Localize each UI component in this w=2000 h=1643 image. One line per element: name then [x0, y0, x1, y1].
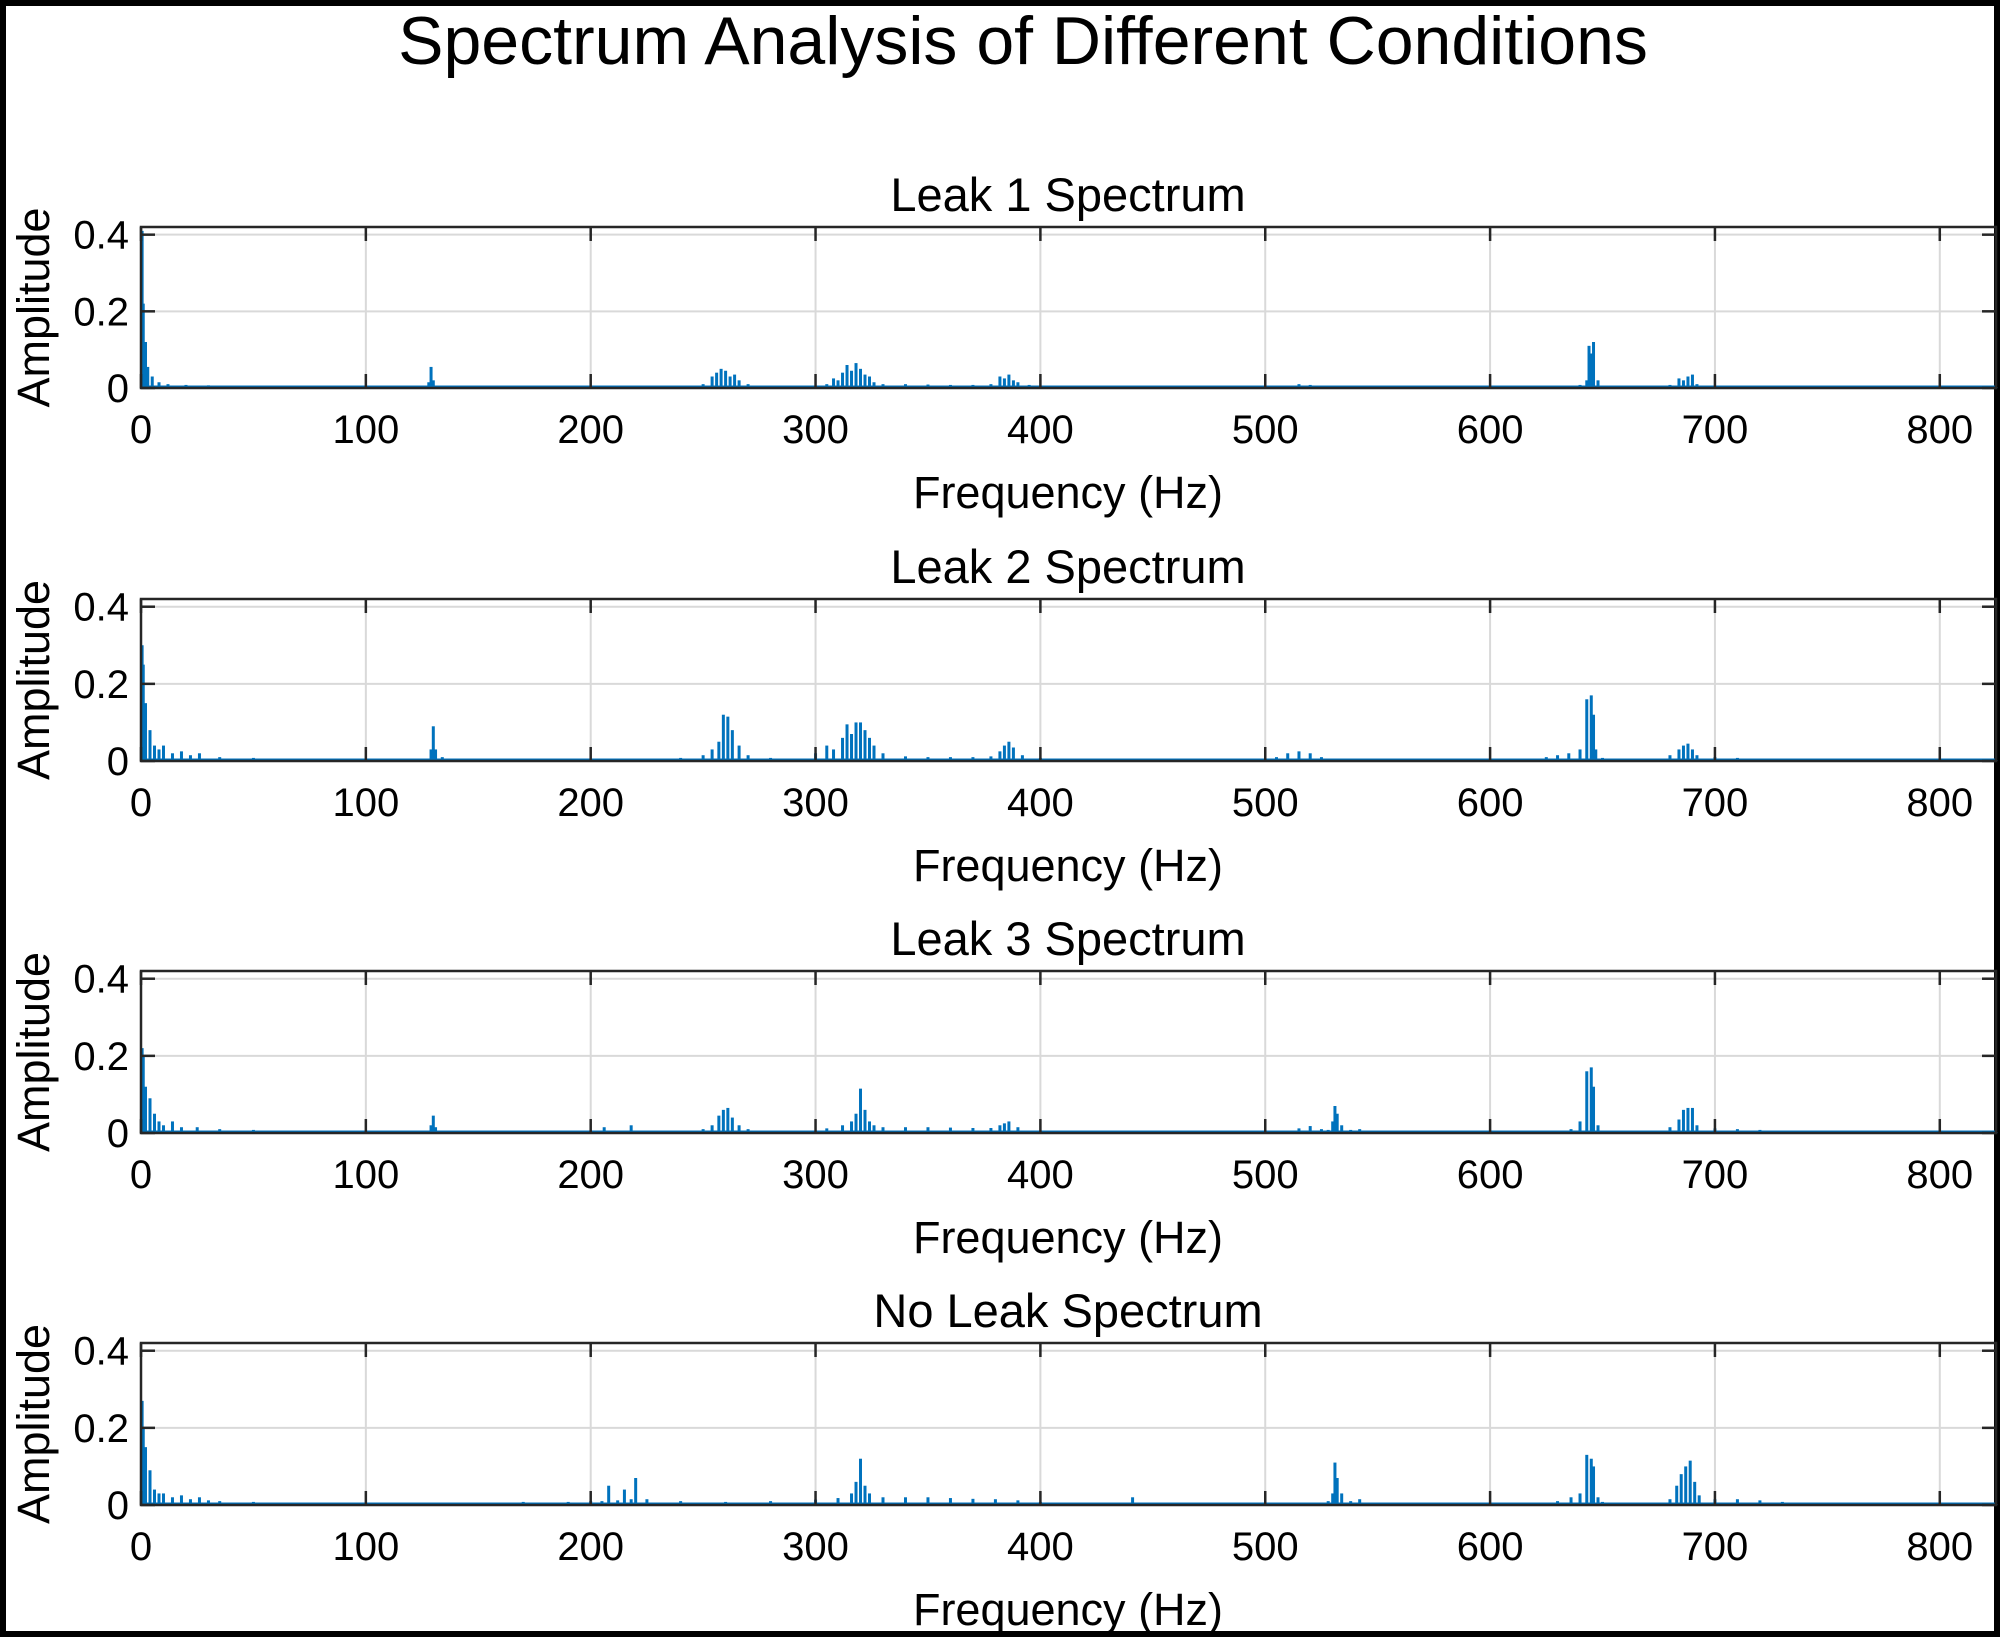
- subplot-2-xtick-label-8: 800: [1906, 781, 1973, 825]
- subplot-4-xtick-label-8: 800: [1906, 1525, 1973, 1569]
- subplot-3-xtick-label-2: 200: [557, 1153, 624, 1197]
- subplot-4-xtick-label-7: 700: [1682, 1525, 1749, 1569]
- subplot-2-ytick-label-1: 0.2: [73, 663, 129, 707]
- subplot-1-xtick-label-2: 200: [557, 408, 624, 452]
- subplot-1-xtick-label-5: 500: [1232, 408, 1299, 452]
- subplot-1-ylabel: Amplitude: [8, 207, 59, 407]
- subplot-2-xtick-label-6: 600: [1457, 781, 1524, 825]
- subplot-2-xlabel: Frequency (Hz): [913, 840, 1223, 891]
- subplot-1-title: Leak 1 Spectrum: [890, 168, 1245, 221]
- subplot-2-ylabel: Amplitude: [8, 580, 59, 780]
- subplot-3-xtick-label-7: 700: [1682, 1153, 1749, 1197]
- subplot-1-xtick-label-0: 0: [130, 408, 152, 452]
- subplot-3-xtick-label-8: 800: [1906, 1153, 1973, 1197]
- subplot-4-title: No Leak Spectrum: [873, 1284, 1262, 1337]
- figure-canvas: Spectrum Analysis of Different Condition…: [8, 6, 1998, 1635]
- subplot-1-ytick-label-2: 0.4: [73, 214, 129, 258]
- subplot-1-xtick-label-7: 700: [1682, 408, 1749, 452]
- subplot-4-xtick-label-6: 600: [1457, 1525, 1524, 1569]
- subplot-1-xtick-label-8: 800: [1906, 408, 1973, 452]
- subplot-2-xtick-label-7: 700: [1682, 781, 1749, 825]
- subplot-3-xtick-label-4: 400: [1007, 1153, 1074, 1197]
- subplot-2-axes: [139, 597, 1998, 763]
- subplot-3-ytick-label-2: 0.4: [73, 958, 129, 1002]
- subplot-3-ytick-label-0: 0: [107, 1112, 129, 1156]
- subplot-3-xtick-label-5: 500: [1232, 1153, 1299, 1197]
- subplot-3-xtick-label-1: 100: [332, 1153, 399, 1197]
- subplot-4-xlabel: Frequency (Hz): [913, 1584, 1223, 1635]
- subplot-4-xtick-label-4: 400: [1007, 1525, 1074, 1569]
- subplot-4-xtick-label-2: 200: [557, 1525, 624, 1569]
- subplot-2-title: Leak 2 Spectrum: [890, 540, 1245, 593]
- subplot-3-title: Leak 3 Spectrum: [890, 912, 1245, 965]
- subplot-4-ytick-label-0: 0: [107, 1484, 129, 1528]
- subplot-4-ytick-label-1: 0.2: [73, 1407, 129, 1451]
- subplot-2-xtick-label-0: 0: [130, 781, 152, 825]
- subplot-4-axes: [139, 1341, 1998, 1507]
- subplot-3-xlabel: Frequency (Hz): [913, 1212, 1223, 1263]
- subplot-1-axes: [139, 225, 1998, 390]
- subplot-1-ytick-label-1: 0.2: [73, 290, 129, 334]
- subplot-1: 0 100 200 300 400 500 600 700 800 0 0.2 0.4 Leak 1 S…: [8, 168, 1998, 518]
- subplot-3-xtick-label-3: 300: [782, 1153, 849, 1197]
- subplot-3-ylabel: Amplitude: [8, 952, 59, 1152]
- subplot-1-xtick-label-1: 100: [332, 408, 399, 452]
- subplot-1-xtick-label-6: 600: [1457, 408, 1524, 452]
- subplot-4-xtick-label-5: 500: [1232, 1525, 1299, 1569]
- subplot-1-xtick-label-3: 300: [782, 408, 849, 452]
- subplot-2-ytick-label-2: 0.4: [73, 586, 129, 630]
- subplot-4-ylabel: Amplitude: [8, 1324, 59, 1524]
- figure-title: Spectrum Analysis of Different Condition…: [398, 6, 1648, 79]
- subplot-1-xtick-label-4: 400: [1007, 408, 1074, 452]
- subplot-2-xtick-label-2: 200: [557, 781, 624, 825]
- subplot-4-xtick-label-3: 300: [782, 1525, 849, 1569]
- subplot-4-ytick-label-2: 0.4: [73, 1330, 129, 1374]
- subplot-4: 0 100 200 300 400 500 600 700 800 0 0.2 0.4 No Leak …: [8, 1284, 1998, 1635]
- subplot-3-xtick-label-0: 0: [130, 1153, 152, 1197]
- subplot-4-xtick-label-1: 100: [332, 1525, 399, 1569]
- subplot-4-xtick-label-0: 0: [130, 1525, 152, 1569]
- subplot-3: 0 100 200 300 400 500 600 700 800 0 0.2 0.4 Leak 3 S…: [8, 912, 1998, 1263]
- subplot-2-xtick-label-1: 100: [332, 781, 399, 825]
- subplot-3-axes: [139, 969, 1998, 1135]
- subplot-2-xtick-label-5: 500: [1232, 781, 1299, 825]
- subplot-2-ytick-label-0: 0: [107, 740, 129, 784]
- subplot-2-xtick-label-3: 300: [782, 781, 849, 825]
- subplot-1-ytick-label-0: 0: [107, 367, 129, 411]
- subplot-1-xlabel: Frequency (Hz): [913, 467, 1223, 518]
- subplot-3-xtick-label-6: 600: [1457, 1153, 1524, 1197]
- subplot-2: 0 100 200 300 400 500 600 700 800 0 0.2 0.4 Leak 2 S…: [8, 540, 1998, 891]
- subplot-2-xtick-label-4: 400: [1007, 781, 1074, 825]
- subplot-3-ytick-label-1: 0.2: [73, 1035, 129, 1079]
